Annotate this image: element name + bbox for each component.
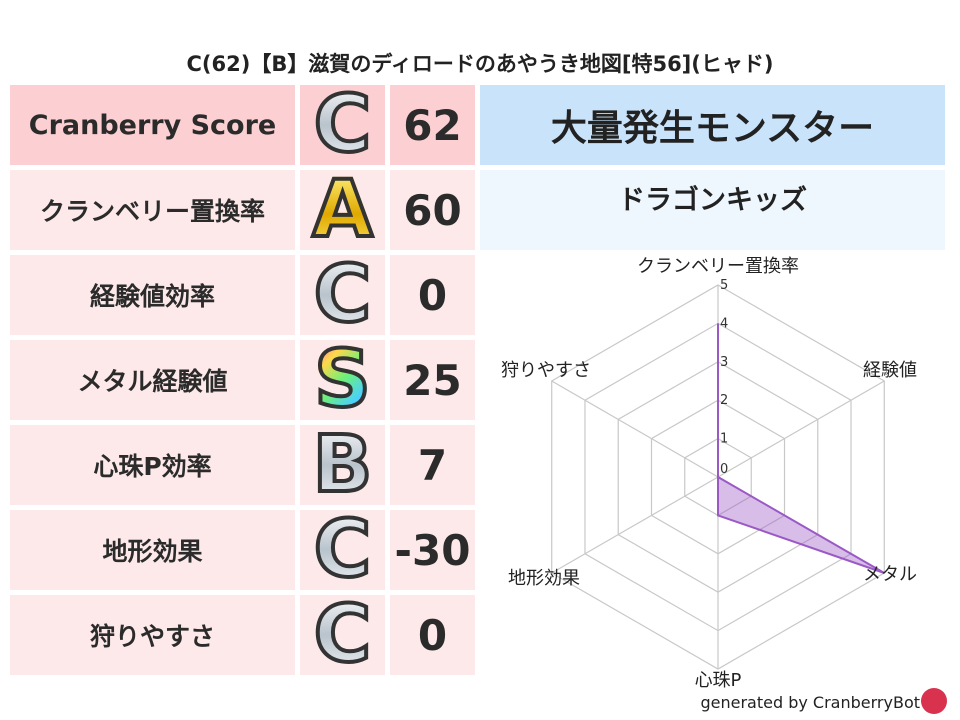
row-value: 25 — [390, 340, 475, 420]
row-label: 経験値効率 — [10, 255, 295, 335]
monster-header: 大量発生モンスター — [480, 85, 945, 165]
axis-label: 経験値 — [863, 360, 917, 381]
grade-letter: C — [312, 250, 373, 340]
grade-badge: C — [300, 80, 385, 170]
row-label: 狩りやすさ — [10, 595, 295, 675]
tick-label: 1 — [720, 432, 728, 447]
grade-badge: A — [300, 165, 385, 255]
grade-badge: C — [300, 590, 385, 680]
row-label: 地形効果 — [10, 510, 295, 590]
axis-label: メタル — [863, 564, 917, 585]
page-title: C(62)【B】滋賀のディロードのあやうき地図[特56](ヒャド) — [186, 52, 774, 76]
row-label: 心珠P効率 — [10, 425, 295, 505]
row-value: 7 — [390, 425, 475, 505]
grade-letter: B — [311, 420, 374, 510]
row-value: 0 — [390, 255, 475, 335]
row-label: クランベリー置換率 — [10, 170, 295, 250]
grade-letter: C — [312, 590, 373, 680]
tick-label: 0 — [720, 462, 728, 477]
grade-badge: S — [300, 335, 385, 425]
row-value: -30 — [390, 510, 475, 590]
axis-label: クランベリー置換率 — [637, 256, 799, 277]
axis-label: 心珠P — [695, 670, 742, 691]
tick-label: 5 — [720, 278, 728, 293]
grade-letter: S — [312, 335, 372, 425]
tick-label: 4 — [720, 316, 728, 331]
grade-letter: C — [312, 505, 373, 595]
radar-series — [717, 323, 885, 574]
grid-spoke — [551, 380, 719, 478]
grid-spoke — [717, 380, 885, 478]
grade-badge: B — [300, 420, 385, 510]
tick-label: 3 — [720, 355, 728, 370]
row-label: メタル経験値 — [10, 340, 295, 420]
grade-letter: C — [312, 80, 373, 170]
grade-letter: A — [310, 165, 374, 255]
cranberry-logo-icon — [921, 688, 947, 714]
axis-label: 狩りやすさ — [501, 360, 591, 381]
row-label: Cranberry Score — [10, 85, 295, 165]
row-value: 62 — [390, 85, 475, 165]
grade-badge: C — [300, 505, 385, 595]
row-value: 0 — [390, 595, 475, 675]
monster-name: ドラゴンキッズ — [480, 170, 945, 250]
row-value: 60 — [390, 170, 475, 250]
grid-spoke — [551, 476, 719, 574]
grade-badge: C — [300, 250, 385, 340]
tick-label: 2 — [720, 393, 728, 408]
footer-credit: generated by CranberryBot — [700, 693, 920, 712]
axis-label: 地形効果 — [508, 568, 580, 589]
